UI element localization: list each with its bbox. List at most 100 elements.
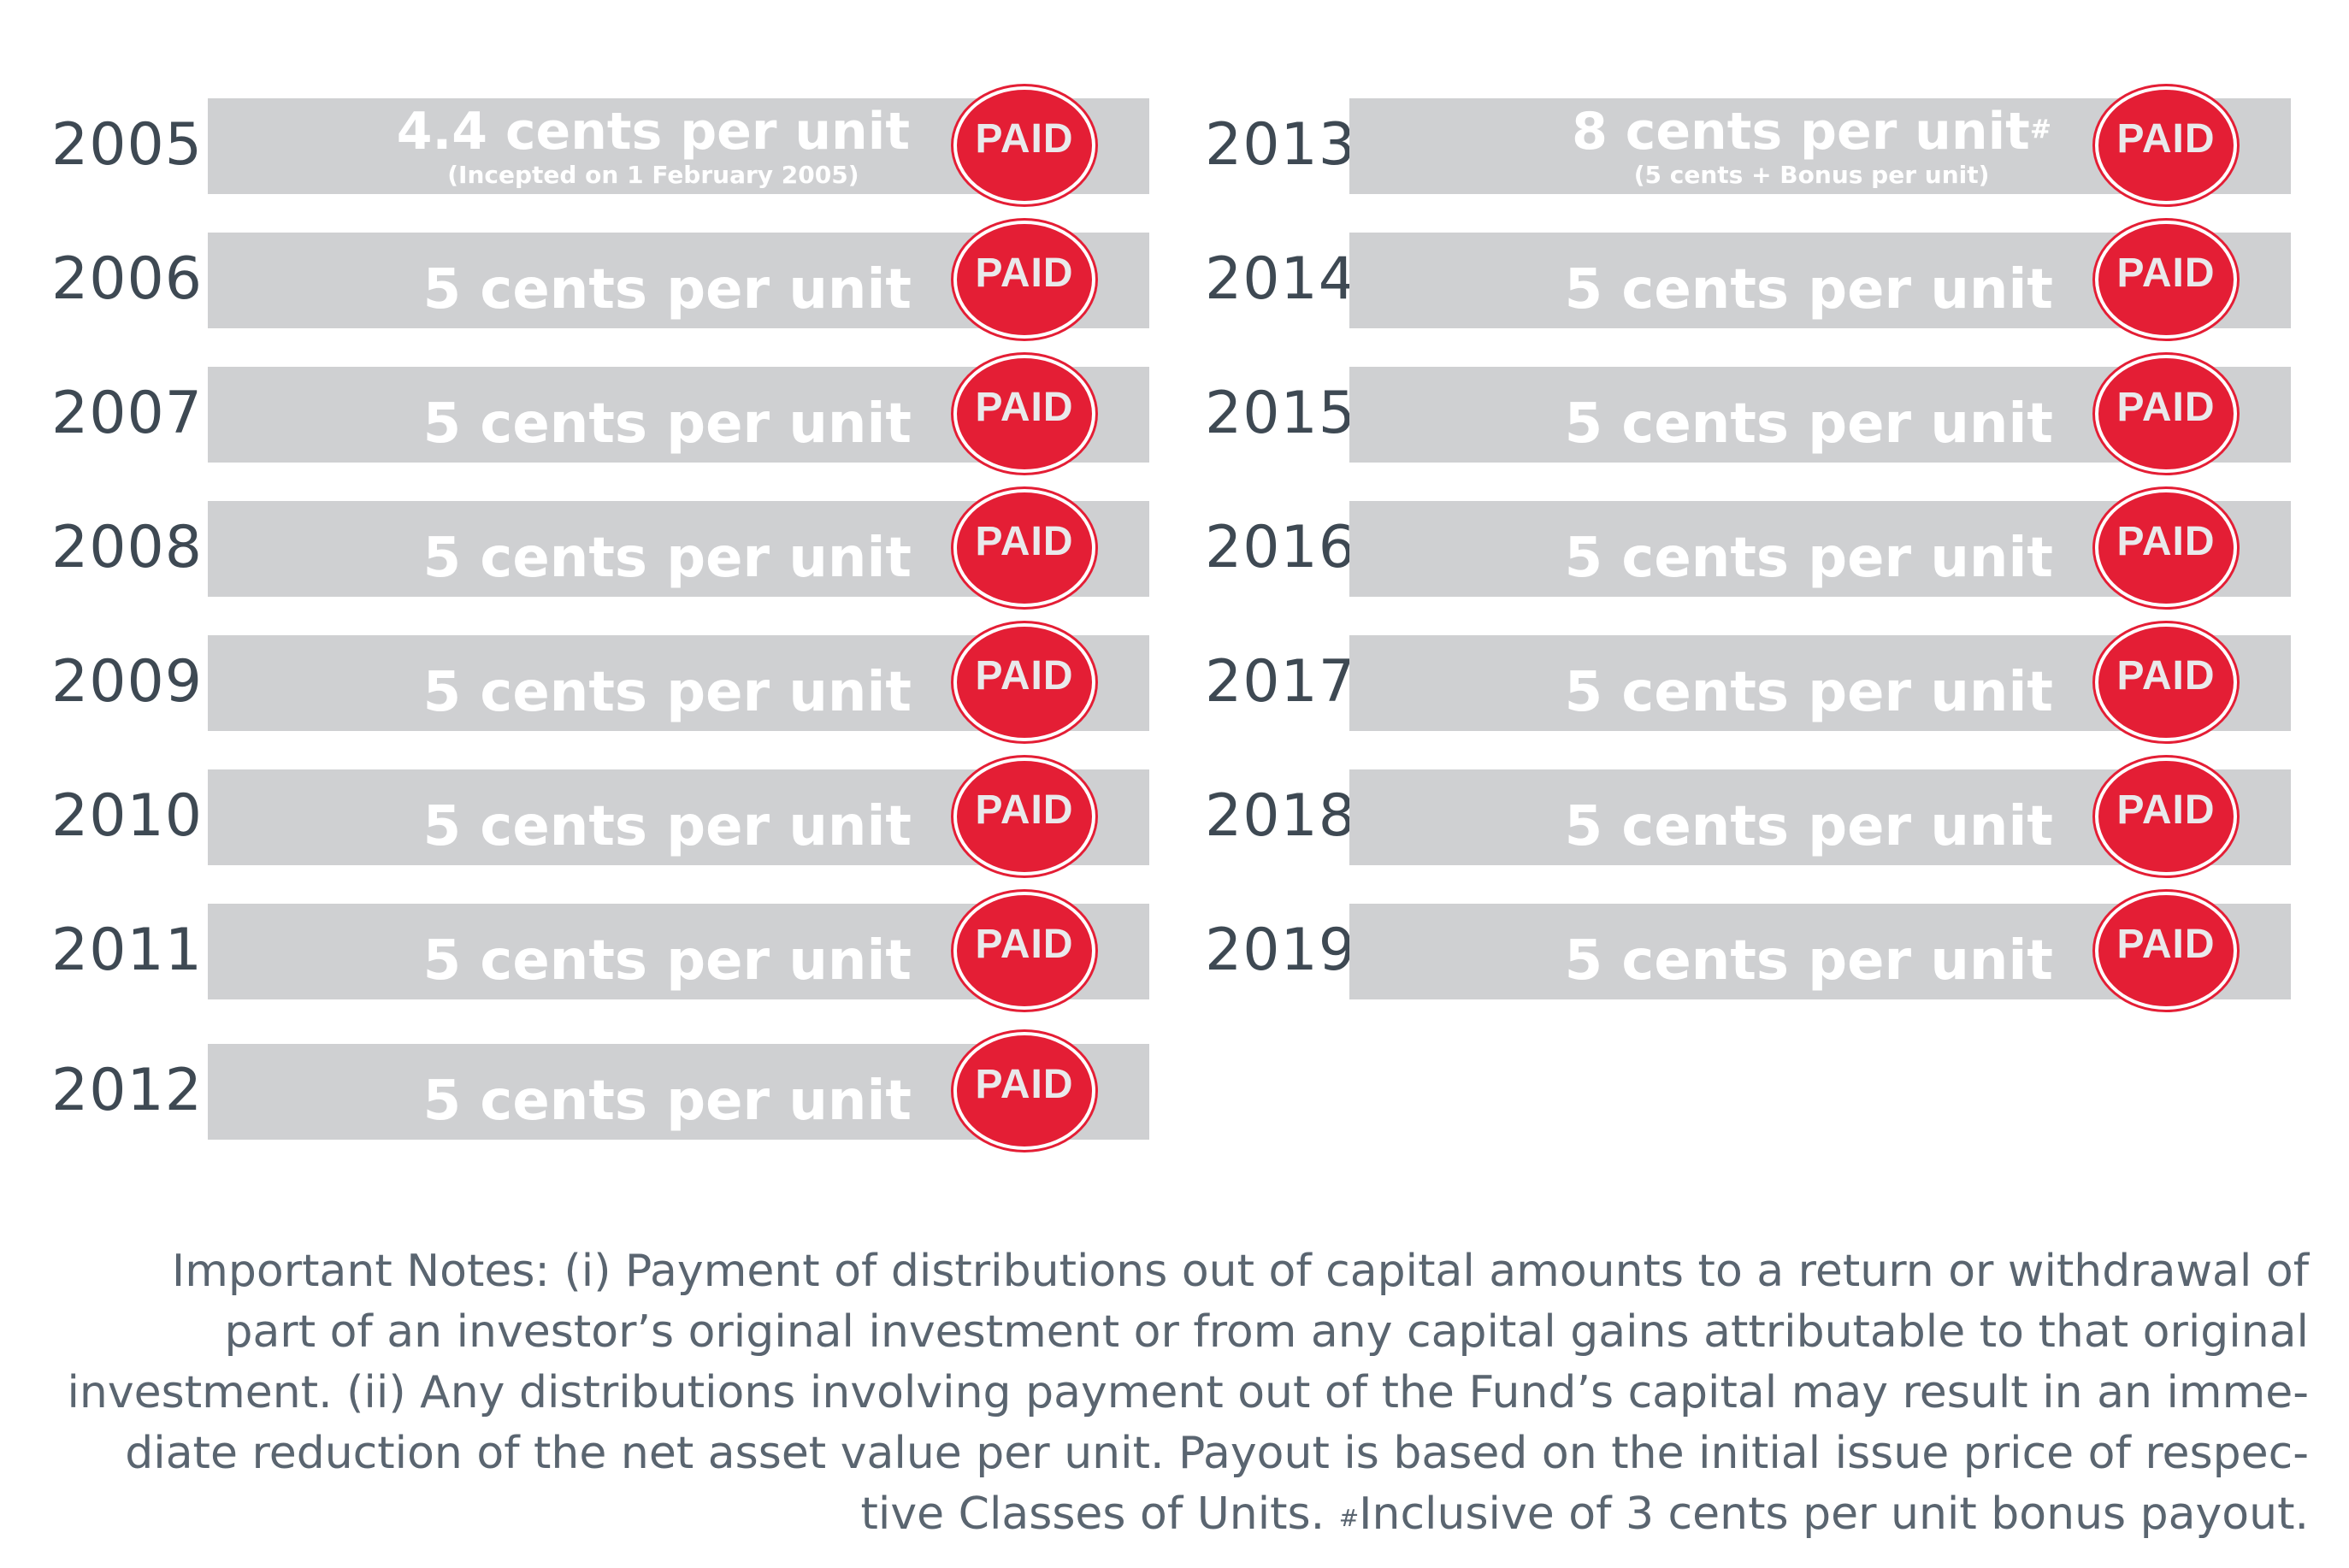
amount-text: 4.4 cents per unit (397, 102, 910, 162)
year-label: 2008 (51, 514, 204, 581)
year-label: 2018 (1205, 782, 1357, 850)
distribution-row: 2017 5 cents per unit PAID (1184, 627, 2296, 738)
paid-badge-label: PAID (2116, 385, 2216, 430)
paid-badge: PAID (957, 761, 1092, 872)
distribution-row: 2008 5 cents per unit PAID (43, 492, 1154, 604)
distribution-bar: 5 cents per unit PAID (1349, 358, 2291, 469)
bonus-footnote-mark: # (1338, 1504, 1360, 1532)
distribution-bar: 5 cents per unit PAID (208, 358, 1149, 469)
distribution-row: 2016 5 cents per unit PAID (1184, 492, 2296, 604)
paid-badge-label: PAID (975, 787, 1074, 833)
distribution-row: 2014 5 cents per unit PAID (1184, 224, 2296, 335)
paid-badge: PAID (957, 1035, 1092, 1147)
paid-badge-label: PAID (2116, 787, 2216, 833)
distribution-amount: 5 cents per unit (1564, 258, 2053, 321)
distribution-column-left: 2005 4.4 cents per unit (Incepted on 1 Feb… (43, 90, 1154, 1176)
paid-badge: PAID (2098, 358, 2234, 469)
distribution-row: 2019 5 cents per unit PAID (1184, 895, 2296, 1006)
paid-badge-label: PAID (975, 653, 1074, 699)
distribution-bar: 5 cents per unit PAID (208, 224, 1149, 335)
distribution-amount: 5 cents per unit (1564, 929, 2053, 993)
amount-subtext: (Incepted on 1 February 2005) (447, 161, 859, 189)
paid-badge-label: PAID (975, 116, 1074, 162)
distribution-amount: 5 cents per unit (1564, 527, 2053, 590)
paid-badge: PAID (957, 90, 1092, 201)
paid-badge-label: PAID (975, 1062, 1074, 1107)
distribution-amount: 4.4 cents per unit (Incepted on 1 Februar… (397, 102, 910, 189)
distribution-amount: 5 cents per unit (422, 527, 912, 590)
notes-line: investment. (ii) Any distributions invol… (67, 1367, 2309, 1418)
distribution-bar: 5 cents per unit PAID (208, 761, 1149, 872)
distribution-row: 2010 5 cents per unit PAID (43, 761, 1154, 872)
paid-badge-label: PAID (2116, 116, 2216, 162)
distribution-row: 2013 8 cents per unit# (5 cents + Bonus pe… (1184, 90, 2296, 201)
year-label: 2007 (51, 380, 204, 447)
distribution-amount: 5 cents per unit (422, 258, 912, 321)
year-label: 2014 (1205, 245, 1357, 313)
year-label: 2015 (1205, 380, 1357, 447)
paid-badge: PAID (2098, 895, 2234, 1006)
important-notes: Important Notes: (i) Payment of distribu… (26, 1241, 2309, 1545)
paid-badge: PAID (957, 358, 1092, 469)
year-label: 2011 (51, 917, 204, 984)
paid-badge: PAID (2098, 224, 2234, 335)
notes-line-prefix: tive Classes of Units. (860, 1488, 1339, 1540)
year-label: 2006 (51, 245, 204, 313)
paid-badge-label: PAID (2116, 653, 2216, 699)
distribution-bar: 5 cents per unit PAID (208, 627, 1149, 738)
year-label: 2005 (51, 111, 204, 179)
distribution-row: 2015 5 cents per unit PAID (1184, 358, 2296, 469)
distribution-bar: 5 cents per unit PAID (208, 492, 1149, 604)
distribution-row: 2007 5 cents per unit PAID (43, 358, 1154, 469)
year-label: 2009 (51, 648, 204, 716)
paid-badge: PAID (957, 492, 1092, 604)
distribution-amount: 5 cents per unit (1564, 795, 2053, 858)
paid-badge-label: PAID (975, 385, 1074, 430)
paid-badge-label: PAID (2116, 922, 2216, 967)
distribution-amount: 5 cents per unit (422, 929, 912, 993)
distribution-row: 2012 5 cents per unit PAID (43, 1035, 1154, 1147)
amount-text: 8 cents per unit# (1572, 102, 2051, 162)
paid-badge-label: PAID (975, 251, 1074, 296)
distribution-bar: 5 cents per unit PAID (1349, 895, 2291, 1006)
distribution-amount: 5 cents per unit (1564, 661, 2053, 724)
paid-badge-label: PAID (2116, 519, 2216, 564)
distribution-amount: 5 cents per unit (1564, 392, 2053, 456)
distribution-bar: 5 cents per unit PAID (208, 895, 1149, 1006)
year-label: 2012 (51, 1057, 204, 1124)
year-label: 2017 (1205, 648, 1357, 716)
distribution-bar: 8 cents per unit# (5 cents + Bonus per un… (1349, 90, 2291, 201)
year-label: 2016 (1205, 514, 1357, 581)
paid-badge: PAID (957, 224, 1092, 335)
paid-badge: PAID (957, 895, 1092, 1006)
notes-line: Important Notes: (i) Payment of distribu… (171, 1246, 2309, 1297)
amount-subtext: (5 cents + Bonus per unit) (1633, 161, 1990, 189)
paid-badge-label: PAID (975, 519, 1074, 564)
distribution-row: 2018 5 cents per unit PAID (1184, 761, 2296, 872)
distribution-bar: 5 cents per unit PAID (208, 1035, 1149, 1147)
distribution-bar: 5 cents per unit PAID (1349, 761, 2291, 872)
year-label: 2013 (1205, 111, 1357, 179)
amount-value: 8 cents per unit (1572, 102, 2030, 162)
distribution-row: 2006 5 cents per unit PAID (43, 224, 1154, 335)
distribution-amount: 5 cents per unit (422, 392, 912, 456)
distribution-row: 2009 5 cents per unit PAID (43, 627, 1154, 738)
paid-badge: PAID (2098, 761, 2234, 872)
paid-badge: PAID (2098, 492, 2234, 604)
distribution-amount: 5 cents per unit (422, 1070, 912, 1133)
paid-badge: PAID (957, 627, 1092, 738)
paid-badge: PAID (2098, 627, 2234, 738)
distribution-bar: 4.4 cents per unit (Incepted on 1 Februar… (208, 90, 1149, 201)
notes-line-suffix: Inclusive of 3 cents per unit bonus payo… (1359, 1488, 2309, 1540)
distribution-bar: 5 cents per unit PAID (1349, 627, 2291, 738)
notes-line: diate reduction of the net asset value p… (125, 1428, 2309, 1479)
distribution-amount: 8 cents per unit# (5 cents + Bonus per un… (1572, 102, 2051, 189)
amount-value: 4.4 cents per unit (396, 102, 910, 162)
year-label: 2019 (1205, 917, 1357, 984)
footnote-mark: # (2029, 115, 2051, 144)
paid-badge-label: PAID (2116, 251, 2216, 296)
paid-badge: PAID (2098, 90, 2234, 201)
distribution-row: 2005 4.4 cents per unit (Incepted on 1 Feb… (43, 90, 1154, 201)
year-label: 2010 (51, 782, 204, 850)
distribution-row: 2011 5 cents per unit PAID (43, 895, 1154, 1006)
